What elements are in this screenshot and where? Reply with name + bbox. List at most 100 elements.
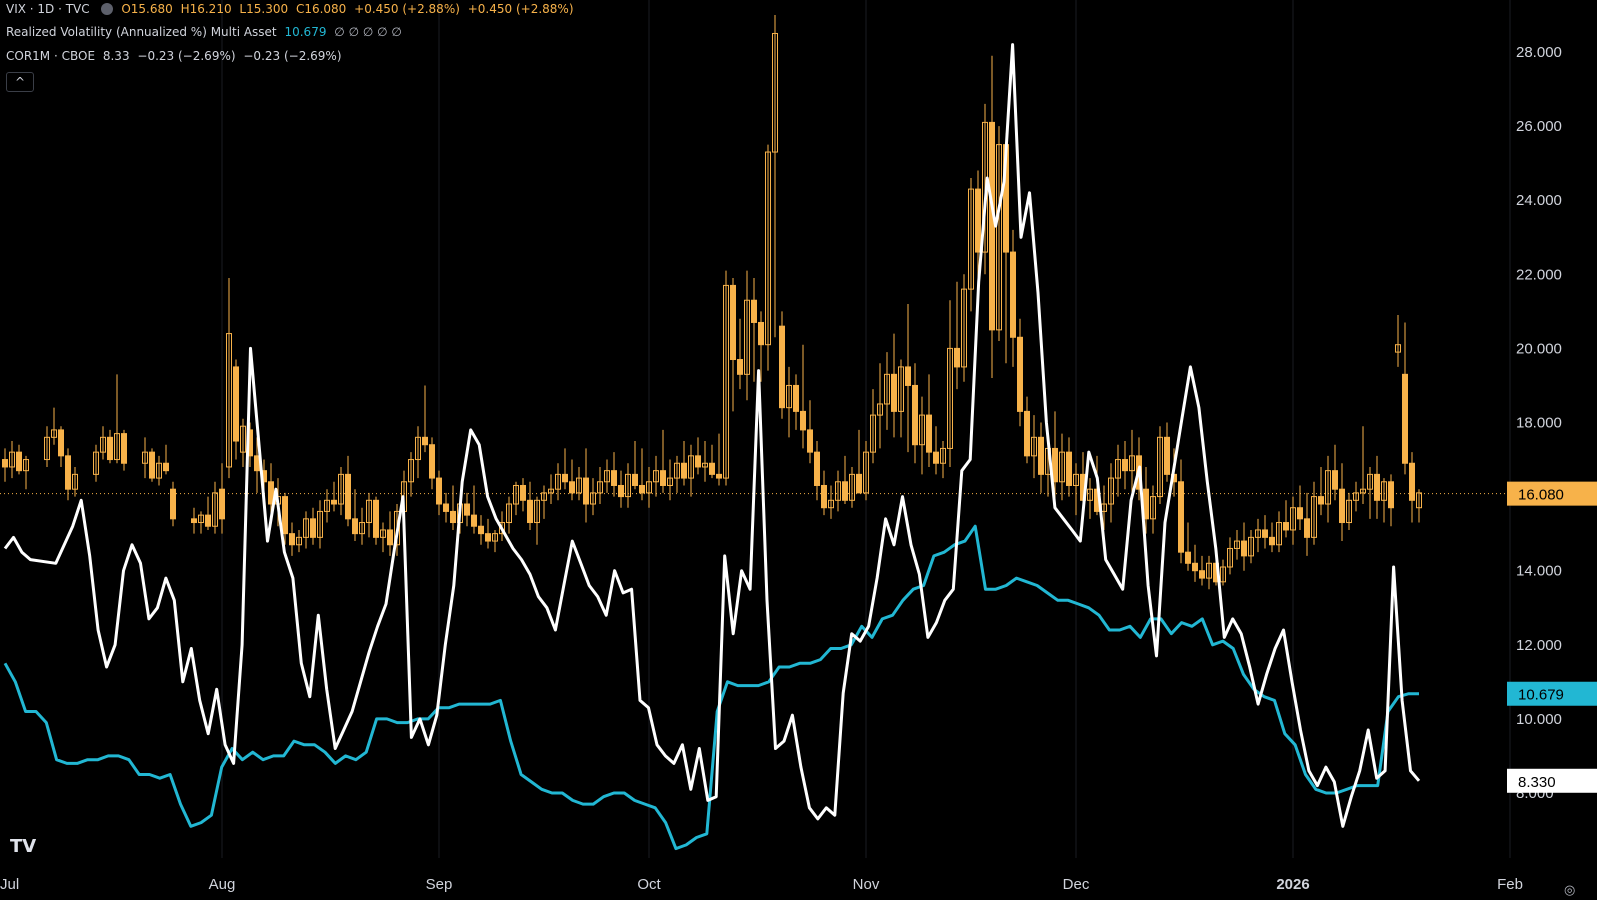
vix-candle <box>1157 426 1163 505</box>
rv-value: 10.679 <box>284 25 327 39</box>
vix-candle <box>961 274 967 382</box>
candle-body <box>1402 373 1408 464</box>
vix-candle <box>443 492 449 523</box>
candle-body <box>394 510 400 546</box>
vix-candle <box>527 481 533 530</box>
vix-candle <box>65 448 71 501</box>
vix-candle <box>1017 318 1023 427</box>
vix-symbol[interactable]: VIX · 1D · TVC <box>6 2 90 16</box>
candle-body <box>653 470 659 483</box>
rv-label[interactable]: Realized Volatility (Annualized %) Multi… <box>6 25 277 39</box>
candle-body <box>940 447 946 464</box>
vix-candle <box>1087 478 1093 519</box>
candle-body <box>156 462 162 479</box>
candle-body <box>44 436 50 461</box>
vix-candle <box>1276 511 1282 553</box>
candle-body <box>408 459 414 483</box>
candle-body <box>1108 477 1114 505</box>
candle-body <box>163 462 169 472</box>
vix-candle <box>51 407 57 445</box>
y-tick-label: 20.000 <box>1516 340 1562 357</box>
candle-body <box>1388 481 1394 509</box>
vix-candle <box>968 177 974 312</box>
candle-body <box>1381 481 1387 501</box>
candle-body <box>219 488 225 520</box>
vix-candle <box>912 363 918 464</box>
vix-candle <box>191 507 197 534</box>
price-axis[interactable]: 28.000 26.000 24.000 22.000 20.000 18.000 16.0… <box>1507 44 1597 802</box>
vix-candle <box>1388 474 1394 527</box>
candle-body <box>436 477 442 505</box>
candle-body <box>233 366 239 442</box>
vix-candle <box>114 374 120 464</box>
vix-candle <box>520 478 526 512</box>
settings-icon[interactable]: ◎ <box>1564 883 1576 898</box>
cor-label[interactable]: COR1M · CBOE <box>6 49 96 63</box>
vix-candle <box>366 492 372 538</box>
candle-body <box>856 473 862 494</box>
legend-cor1m[interactable]: COR1M · CBOE 8.33 −0.23 (−2.69%) −0.23 (… <box>6 48 346 64</box>
vix-candle <box>744 270 750 401</box>
vix-candle <box>695 437 701 475</box>
vix-last-badge-bg <box>1507 481 1597 506</box>
vix-candle <box>639 448 645 501</box>
vix-candle <box>926 374 932 467</box>
cor-change-2: −0.23 (−2.69%) <box>243 49 342 63</box>
legend-realized-vol[interactable]: Realized Volatility (Annualized %) Multi… <box>6 24 406 40</box>
cor1m-series <box>3 43 1421 828</box>
vix-candle <box>730 278 736 412</box>
vix-candle <box>877 363 883 449</box>
candle-body <box>310 518 316 538</box>
x-tick-label: 2026 <box>1276 876 1309 893</box>
tradingview-logo[interactable]: TV <box>10 836 37 857</box>
candle-body <box>786 384 792 409</box>
vix-candle <box>842 455 848 505</box>
rv-last-badge-bg <box>1507 681 1597 706</box>
visibility-icon[interactable] <box>101 3 114 15</box>
candle-body <box>814 451 820 486</box>
vix-candle <box>1241 522 1247 571</box>
vix-candle <box>345 455 351 527</box>
candle-body <box>611 470 617 486</box>
vix-candle <box>492 529 498 553</box>
time-axis[interactable]: Jul Aug Sep Oct Nov Dec 2026 Feb <box>0 876 1523 893</box>
candle-body <box>709 462 715 475</box>
vix-candle <box>1052 411 1058 505</box>
candle-body <box>674 462 680 479</box>
vix-candle <box>534 496 540 545</box>
candle-body <box>898 366 904 412</box>
vix-candle <box>478 515 484 545</box>
candle-body <box>1367 473 1373 490</box>
candle-body <box>296 536 302 546</box>
y-tick-label: 10.000 <box>1516 711 1562 728</box>
vix-candle <box>72 466 78 497</box>
candle-body <box>205 514 211 527</box>
candle-body <box>1332 470 1338 490</box>
vix-candle <box>1353 481 1359 512</box>
realized-vol-line <box>3 524 1419 851</box>
candle-body <box>912 384 918 446</box>
vix-candle <box>1178 459 1184 564</box>
vix-candle <box>1360 426 1366 505</box>
candle-body <box>65 455 71 490</box>
grid-lines <box>221 0 1511 858</box>
vix-candle <box>289 522 295 556</box>
vix-candle <box>758 311 764 382</box>
vix-candle <box>709 444 715 479</box>
vix-candle <box>590 478 596 516</box>
vix-candle <box>296 529 302 553</box>
candle-body <box>1227 547 1233 568</box>
vix-candle <box>611 452 617 497</box>
vix-candle <box>821 470 827 516</box>
candle-body <box>1185 551 1191 564</box>
vix-candle <box>786 366 792 438</box>
collapse-legend-button[interactable]: ^ <box>6 72 34 92</box>
x-tick-label: Dec <box>1063 876 1090 893</box>
vix-candle <box>1367 466 1373 519</box>
vix-candle <box>618 470 624 508</box>
candle-body <box>142 451 148 464</box>
y-tick-label: 22.000 <box>1516 266 1562 283</box>
legend-vix[interactable]: VIX · 1D · TVC O15.680 H16.210 L15.300 C… <box>6 1 578 17</box>
vix-candle <box>807 400 813 464</box>
